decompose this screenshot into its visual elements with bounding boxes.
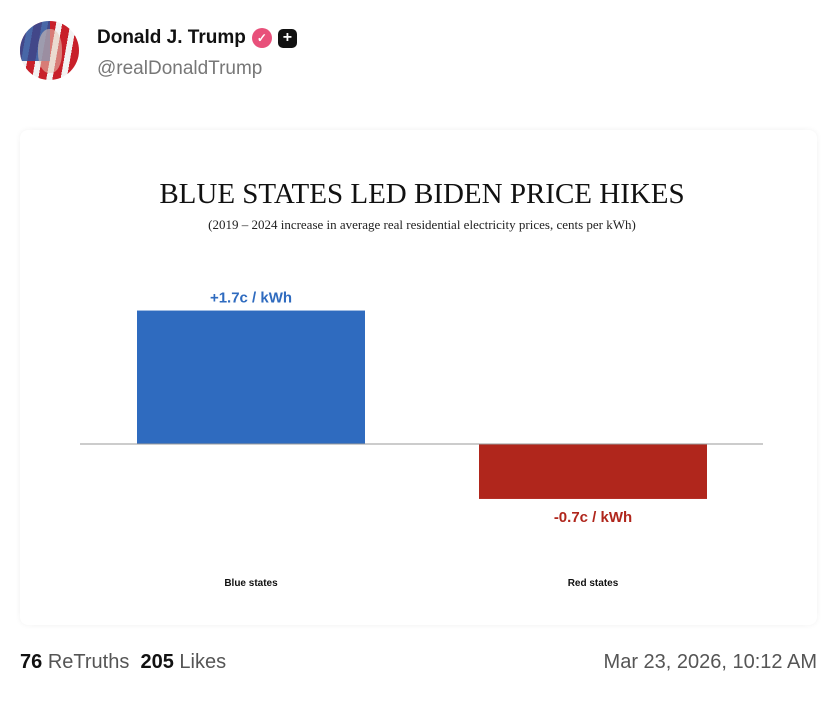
engagement: 76 ReTruths 205 Likes <box>20 651 226 674</box>
author-name[interactable]: Donald J. Trump <box>97 27 246 48</box>
likes-label[interactable]: Likes <box>179 651 227 673</box>
retruths-label[interactable]: ReTruths <box>47 651 130 673</box>
bar-red-states <box>479 444 707 499</box>
chart-title: BLUE STATES LED BIDEN PRICE HIKES <box>159 178 684 210</box>
avatar[interactable] <box>20 21 79 80</box>
data-label: +1.7c / kWh <box>210 290 292 307</box>
category-label: Blue states <box>224 578 278 589</box>
author-handle[interactable]: @realDonaldTrump <box>97 58 263 79</box>
plus-badge-icon: + <box>277 28 297 48</box>
category-label: Red states <box>568 578 619 589</box>
bar-blue-states <box>137 310 365 444</box>
retruths-count[interactable]: 76 <box>20 651 43 673</box>
likes-count[interactable]: 205 <box>140 651 174 673</box>
data-label: -0.7c / kWh <box>554 509 632 526</box>
verified-badge-icon: ✓ <box>251 28 272 48</box>
timestamp[interactable]: Mar 23, 2026, 10:12 AM <box>603 651 817 673</box>
chart-subtitle: (2019 – 2024 increase in average real re… <box>208 217 636 232</box>
author[interactable]: Donald J. Trump ✓ + <box>97 27 297 49</box>
